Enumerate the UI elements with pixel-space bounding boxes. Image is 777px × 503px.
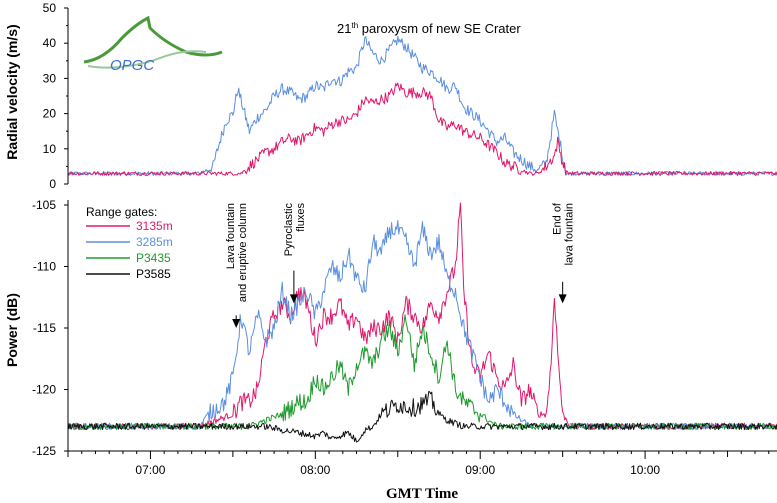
y-tick-label: 20 xyxy=(43,107,57,121)
annotation-text: Lava fountain xyxy=(225,203,237,269)
velocity-series xyxy=(67,35,777,176)
y-tick-label: 40 xyxy=(43,36,57,50)
y-tick-label: 10 xyxy=(43,142,57,156)
opgc-logo: OPGC xyxy=(83,15,223,74)
annotation: Lava fountain and eruptive column xyxy=(225,203,249,328)
power-y-axis-label: Power (dB) xyxy=(4,293,20,367)
annotation-text: and eruptive column xyxy=(237,203,249,302)
x-tick-label: 10:00 xyxy=(630,463,660,477)
x-tick-label: 09:00 xyxy=(465,463,495,477)
series-line-3285m xyxy=(67,35,777,176)
logo-mountain-shape xyxy=(83,15,223,64)
power-panel: Power (dB) -125 -120 -115 -110 -105 07:00 08:… xyxy=(4,198,777,502)
legend: Range gates: 3135m 3285m P3435 P3585 xyxy=(86,205,173,281)
y-tick-label: -115 xyxy=(33,321,56,335)
annotation-arrow-head xyxy=(232,319,241,328)
y-tick-label: 50 xyxy=(43,1,57,15)
annotation-arrow-head xyxy=(289,294,298,304)
power-y-ticks: -125 -120 -115 -110 -105 xyxy=(32,198,68,458)
series-line-3135m xyxy=(67,202,777,431)
velocity-panel: 21th paroxysm of new SE Crater Radial ve… xyxy=(4,1,777,191)
legend-title: Range gates: xyxy=(86,205,157,219)
annotation-text: Pyroclastic xyxy=(283,203,295,257)
y-tick-label: -120 xyxy=(32,383,56,397)
annotation: End of lava fountain xyxy=(552,202,576,304)
legend-label: 3285m xyxy=(136,235,173,249)
chart-title: 21th paroxysm of new SE Crater xyxy=(337,21,521,36)
x-tick-label: 07:00 xyxy=(135,463,165,477)
x-axis-label: GMT Time xyxy=(386,486,458,502)
legend-label: 3135m xyxy=(136,219,173,233)
annotation: Pyroclastic fluxes xyxy=(283,203,307,304)
y-tick-label: -125 xyxy=(32,444,56,458)
annotation-arrow-head xyxy=(558,294,567,304)
series-line-p3585 xyxy=(67,390,777,443)
legend-label: P3585 xyxy=(136,267,171,281)
series-line-3135m xyxy=(67,82,777,176)
y-tick-label: -105 xyxy=(32,198,56,212)
x-tick-label: 08:00 xyxy=(300,463,330,477)
power-series xyxy=(67,202,777,443)
annotation-text: fluxes xyxy=(295,203,307,232)
y-tick-label: 0 xyxy=(49,177,56,191)
logo-text: OPGC xyxy=(110,57,154,74)
annotation-text: lava fountain xyxy=(564,203,576,265)
annotation-text: End of xyxy=(552,202,564,235)
y-tick-label: 30 xyxy=(43,71,57,85)
annotations: Lava fountain and eruptive column Pyroclas… xyxy=(225,202,576,328)
legend-label: P3435 xyxy=(136,251,171,265)
legend-items: 3135m 3285m P3435 P3585 xyxy=(86,219,173,281)
x-ticks: 07:00 08:00 09:00 10:00 xyxy=(67,451,770,477)
logo-swoosh xyxy=(87,50,207,69)
velocity-y-axis-label: Radial velocity (m/s) xyxy=(4,24,20,159)
series-line-p3435 xyxy=(67,314,777,431)
y-tick-label: -110 xyxy=(33,260,56,274)
velocity-y-ticks: 0 10 20 30 40 50 xyxy=(43,1,68,191)
